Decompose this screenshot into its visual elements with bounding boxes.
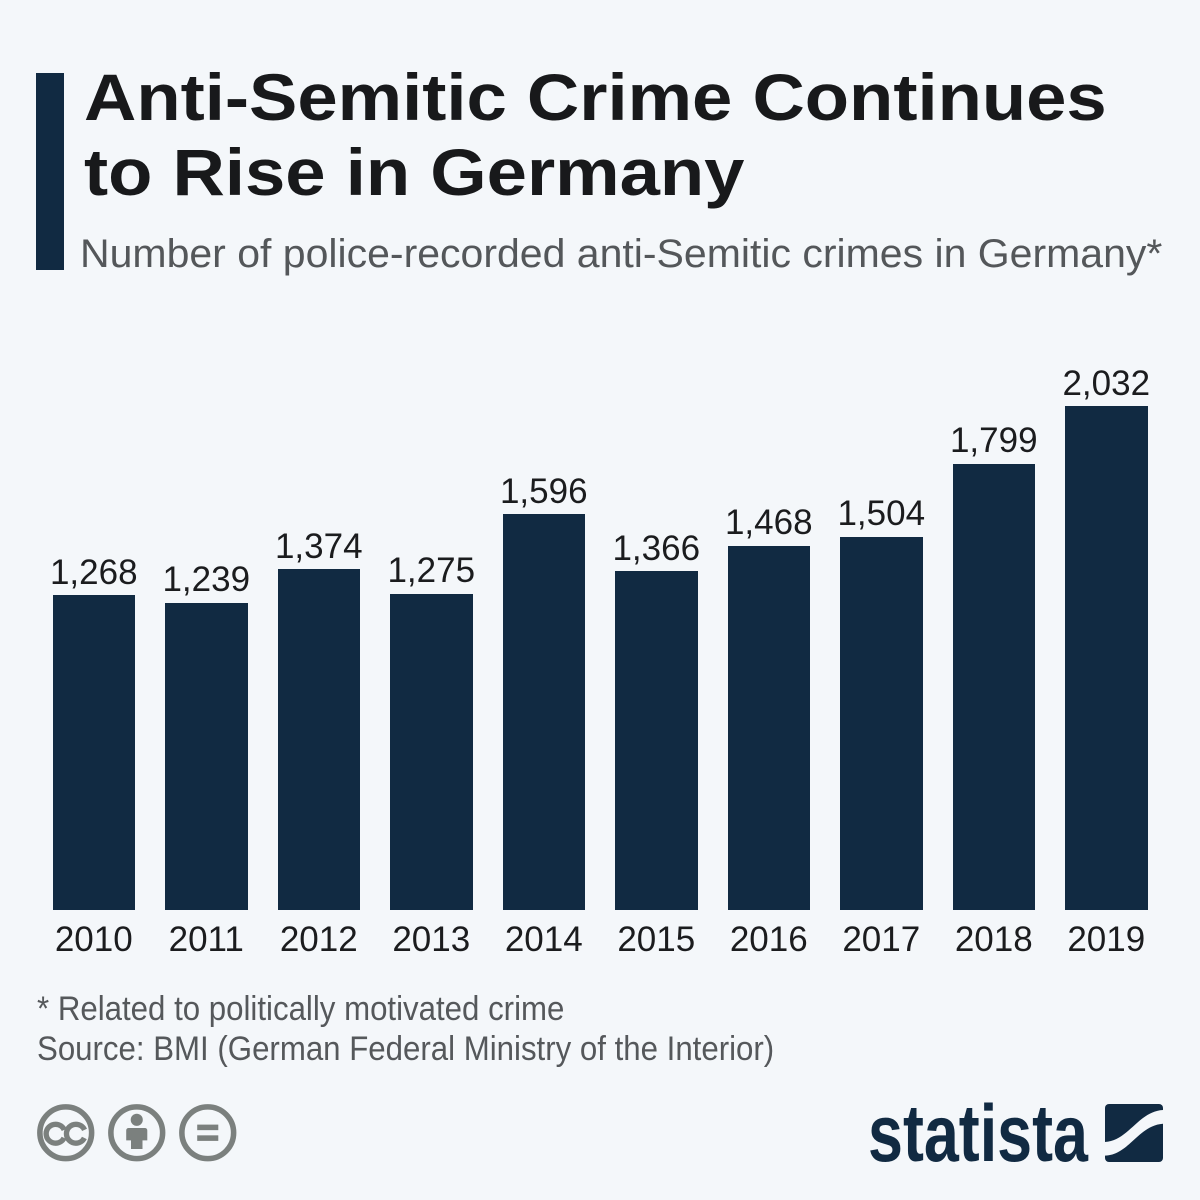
- bar-2010: [52, 595, 135, 910]
- swoosh-curve: [1105, 1110, 1163, 1156]
- attribution-person-icon[interactable]: [108, 1104, 166, 1162]
- attribution-ring: [108, 1104, 166, 1162]
- bar-2016: [727, 545, 810, 910]
- equals-ring: [179, 1104, 237, 1162]
- value-label-2019: 2,032: [1062, 363, 1151, 403]
- statista-wordmark: statista: [868, 1095, 1089, 1167]
- value-label-2017: 1,504: [837, 494, 926, 534]
- bar-2014: [502, 514, 585, 910]
- footnote-block: * Related to politically motivated crime…: [37, 989, 774, 1069]
- statista-swoosh-icon: [1105, 1104, 1163, 1162]
- bar-2012: [277, 569, 360, 910]
- value-label-2013: 1,275: [387, 551, 476, 591]
- equals-icon[interactable]: [179, 1104, 237, 1162]
- year-label-2016: 2016: [729, 919, 808, 959]
- license-badges[interactable]: [37, 1104, 237, 1162]
- equals-bar-bottom: [197, 1135, 219, 1141]
- cc-letter-right: [63, 1121, 89, 1146]
- value-label-2015: 1,366: [612, 528, 701, 568]
- page-subtitle: Number of police-recorded anti-Semitic c…: [80, 232, 1163, 276]
- year-label-2010: 2010: [54, 919, 133, 959]
- value-label-2011: 1,239: [162, 560, 251, 600]
- source-text: Source: BMI (German Federal Ministry of …: [37, 1030, 775, 1068]
- bar-2019: [1065, 406, 1148, 910]
- year-label-2018: 2018: [954, 919, 1033, 959]
- bar-2015: [615, 571, 698, 910]
- bar-2017: [840, 536, 923, 910]
- footnote-text: * Related to politically motivated crime: [37, 990, 565, 1028]
- bar-2011: [165, 602, 248, 910]
- year-label-2012: 2012: [279, 919, 358, 959]
- person-head: [130, 1113, 143, 1126]
- value-label-2018: 1,799: [949, 421, 1038, 461]
- cc-icon[interactable]: [37, 1104, 95, 1162]
- title-accent-bar: [36, 73, 64, 270]
- value-label-2016: 1,468: [724, 503, 813, 543]
- year-label-2015: 2015: [617, 919, 696, 959]
- cc-ring: [37, 1104, 95, 1162]
- year-label-2019: 2019: [1067, 919, 1146, 959]
- cc-letter-left: [43, 1121, 68, 1146]
- statista-logo[interactable]: statista: [855, 1089, 1175, 1179]
- year-label-2013: 2013: [392, 919, 471, 959]
- bar-2013: [390, 593, 473, 910]
- year-label-2014: 2014: [504, 919, 583, 959]
- person-body: [126, 1127, 148, 1150]
- value-label-2014: 1,596: [499, 471, 588, 511]
- year-label-2017: 2017: [842, 919, 921, 959]
- value-label-2012: 1,374: [274, 526, 363, 566]
- year-label-2011: 2011: [168, 919, 244, 959]
- page-title: Anti-Semitic Crime Continues to Rise in …: [84, 60, 1107, 210]
- bar-2018: [952, 463, 1035, 910]
- value-label-2010: 1,268: [49, 552, 138, 592]
- equals-bar-top: [197, 1124, 219, 1131]
